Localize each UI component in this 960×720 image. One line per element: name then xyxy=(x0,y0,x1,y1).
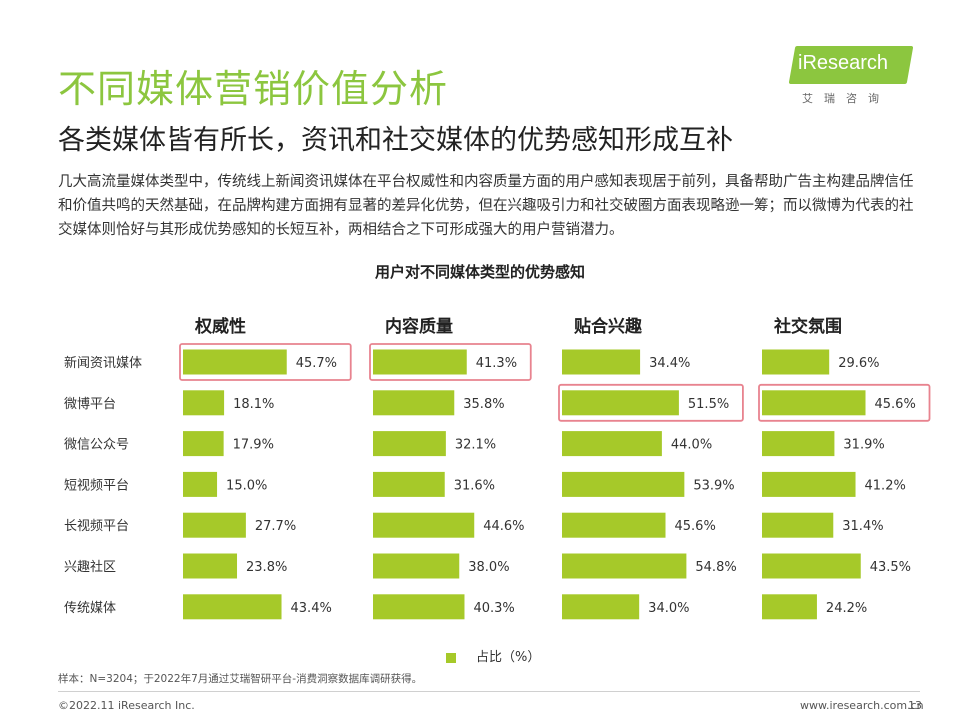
bar xyxy=(373,594,465,620)
bar xyxy=(762,349,830,375)
data-label: 17.9% xyxy=(233,438,274,453)
data-label: 34.4% xyxy=(649,356,690,371)
bar xyxy=(562,594,640,620)
data-label: 43.5% xyxy=(870,560,911,575)
panel-header: 贴合兴趣 xyxy=(574,316,643,337)
data-label: 51.5% xyxy=(688,397,729,412)
category-label: 传统媒体 xyxy=(64,601,116,616)
bar xyxy=(373,349,467,375)
footer-divider xyxy=(58,691,920,692)
data-label: 35.8% xyxy=(463,397,504,412)
highlight-box xyxy=(179,343,352,381)
bar xyxy=(562,512,666,538)
data-label: 31.9% xyxy=(843,438,884,453)
chart-legend: 占比（%） xyxy=(446,646,540,665)
data-label: 41.3% xyxy=(476,356,517,371)
data-label: 18.1% xyxy=(233,397,274,412)
bar xyxy=(762,390,866,416)
bar xyxy=(373,553,460,579)
bar xyxy=(762,594,817,620)
category-label: 新闻资讯媒体 xyxy=(64,355,142,371)
iresearch-logo: iResearch 艾瑞咨询 xyxy=(788,46,922,108)
logo-name: iResearch xyxy=(798,52,889,74)
bar xyxy=(562,553,687,579)
highlight-box xyxy=(558,383,744,422)
legend-swatch xyxy=(446,652,456,663)
data-label: 45.6% xyxy=(875,397,916,412)
bar xyxy=(762,431,835,457)
data-label: 29.6% xyxy=(838,356,879,371)
data-label: 45.7% xyxy=(296,356,337,371)
highlight-box xyxy=(369,343,532,381)
data-label: 23.8% xyxy=(246,560,287,575)
bar xyxy=(373,471,445,497)
highlight-box xyxy=(758,383,931,422)
bar xyxy=(183,594,282,620)
page-subtitle: 各类媒体皆有所长，资讯和社交媒体的优势感知形成互补 xyxy=(58,125,733,156)
data-label: 53.9% xyxy=(693,478,734,493)
description-paragraph: 几大高流量媒体类型中，传统线上新闻资讯媒体在平台权威性和内容质量方面的用户感知表… xyxy=(58,174,914,238)
data-label: 43.4% xyxy=(291,601,332,616)
data-label: 24.2% xyxy=(826,601,867,616)
bar xyxy=(762,553,861,579)
category-label: 长视频平台 xyxy=(64,519,129,534)
bar xyxy=(183,349,287,375)
copyright-text: ©2022.11 iResearch Inc. xyxy=(58,699,195,712)
bar xyxy=(562,349,641,375)
legend-label: 占比（%） xyxy=(476,650,541,665)
data-label: 40.3% xyxy=(473,601,514,616)
bar xyxy=(562,431,662,457)
category-label: 短视频平台 xyxy=(64,478,129,493)
bar xyxy=(183,390,225,416)
data-label: 44.6% xyxy=(483,519,524,534)
data-label: 31.4% xyxy=(842,519,883,534)
page-number: 13 xyxy=(908,699,922,712)
panel-header: 社交氛围 xyxy=(773,316,842,337)
bar xyxy=(373,390,455,416)
bar xyxy=(562,390,679,416)
data-label: 45.6% xyxy=(675,519,716,534)
bar xyxy=(183,471,218,497)
data-label: 34.0% xyxy=(648,601,689,616)
category-label: 微信公众号 xyxy=(64,438,129,453)
data-label: 44.0% xyxy=(671,438,712,453)
data-label: 32.1% xyxy=(455,438,496,453)
bar xyxy=(762,471,856,497)
panel-header: 权威性 xyxy=(194,316,246,337)
bar xyxy=(373,431,446,457)
sample-note: 样本：N=3204；于2022年7月通过艾瑞智研平台-消费洞察数据库调研获得。 xyxy=(58,673,423,685)
chart-title: 用户对不同媒体类型的优势感知 xyxy=(374,263,585,281)
bar xyxy=(183,431,224,457)
bar xyxy=(762,512,834,538)
category-label: 微博平台 xyxy=(64,397,116,412)
data-label: 31.6% xyxy=(454,478,495,493)
data-label: 15.0% xyxy=(226,478,267,493)
data-label: 27.7% xyxy=(255,519,296,534)
panel-header: 内容质量 xyxy=(385,316,453,337)
data-label: 54.8% xyxy=(695,560,736,575)
data-label: 38.0% xyxy=(468,560,509,575)
category-label: 兴趣社区 xyxy=(64,559,116,575)
data-label: 41.2% xyxy=(865,478,906,493)
bar xyxy=(183,512,246,538)
logo-subtitle: 艾瑞咨询 xyxy=(802,92,890,105)
bar xyxy=(562,471,685,497)
website-link[interactable]: www.iresearch.com.cn xyxy=(800,699,924,712)
page-title: 不同媒体营销价值分析 xyxy=(58,67,449,111)
bar xyxy=(373,512,475,538)
bar xyxy=(183,553,238,579)
